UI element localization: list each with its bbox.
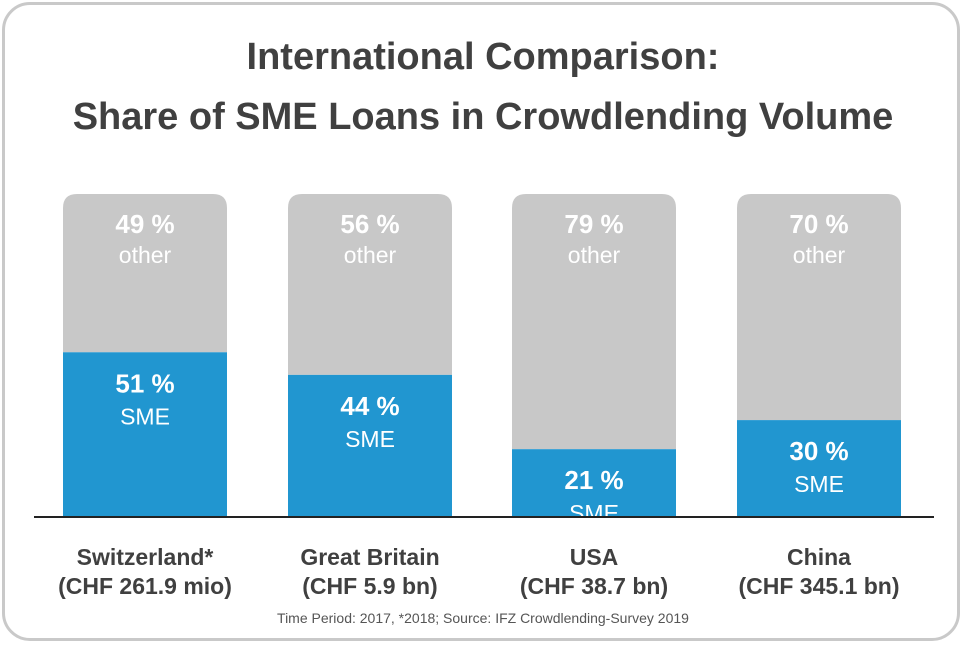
chart-title-line2: Share of SME Loans in Crowdlending Volum… (72, 96, 894, 138)
category-volume-label: (CHF 345.1 bn) (738, 573, 899, 599)
category-volume-label: (CHF 261.9 mio) (58, 573, 232, 599)
other-series-label: other (568, 242, 621, 268)
other-value-label: 56 % (340, 209, 399, 239)
bar-other-4 (737, 194, 901, 421)
other-value-label: 70 % (789, 209, 848, 239)
bar-other-3 (512, 194, 676, 450)
source-note: Time Period: 2017, *2018; Source: IFZ Cr… (277, 610, 689, 626)
sme-value-label: 51 % (115, 368, 174, 398)
category-volume-label: (CHF 5.9 bn) (302, 573, 437, 599)
sme-value-label: 21 % (564, 465, 623, 495)
sme-value-label: 44 % (340, 391, 399, 421)
other-value-label: 79 % (564, 209, 623, 239)
bar-sme-2 (288, 374, 452, 517)
category-label: China (787, 544, 851, 570)
category-label: Switzerland* (77, 544, 214, 570)
other-series-label: other (793, 242, 846, 268)
sme-series-label: SME (120, 403, 170, 429)
category-label: USA (570, 544, 619, 570)
bar-other-1 (63, 194, 227, 353)
bar-sme-1 (63, 352, 227, 517)
chart-title-line1: International Comparison: (246, 36, 720, 78)
sme-series-label: SME (345, 426, 395, 452)
other-series-label: other (119, 242, 172, 268)
other-value-label: 49 % (115, 209, 174, 239)
sme-series-label: SME (794, 471, 844, 497)
other-series-label: other (344, 242, 397, 268)
bar-sme-3 (512, 449, 676, 517)
bar-other-2 (288, 194, 452, 375)
bar-sme-4 (737, 420, 901, 517)
category-volume-label: (CHF 38.7 bn) (520, 573, 668, 599)
sme-value-label: 30 % (789, 436, 848, 466)
sme-series-label: SME (569, 500, 619, 526)
category-label: Great Britain (300, 544, 439, 570)
